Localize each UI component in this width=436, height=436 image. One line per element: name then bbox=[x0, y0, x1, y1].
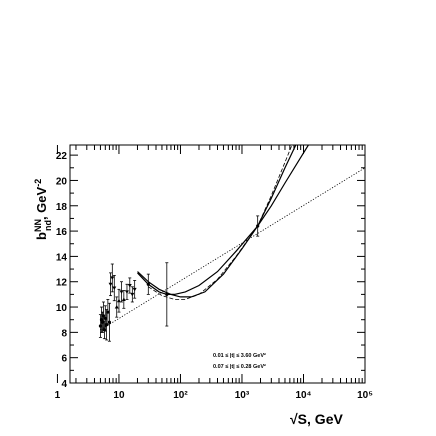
x-tick-label: 10⁵ bbox=[357, 390, 373, 401]
data-point bbox=[112, 286, 117, 291]
curve-solid-2 bbox=[137, 145, 297, 298]
curve-dashed-3 bbox=[148, 145, 293, 300]
data-point bbox=[256, 224, 260, 228]
y-tick-label: 20 bbox=[56, 176, 68, 187]
x-tick-label: 10² bbox=[173, 390, 188, 401]
legend: 0.01 ≤ |t| ≤ 3.60 GeV² 0.07 ≤ |t| ≤ 0.28… bbox=[213, 352, 266, 370]
y-tick-label: 16 bbox=[56, 227, 68, 238]
x-tick-label: 1 bbox=[55, 390, 61, 401]
y-axis-title: bNNnd, GeV-2 bbox=[33, 179, 53, 240]
data-point bbox=[121, 297, 126, 301]
data-point bbox=[103, 316, 107, 321]
data-point bbox=[132, 287, 137, 292]
data-point bbox=[108, 282, 113, 287]
data-point bbox=[101, 314, 106, 318]
plot-frame bbox=[69, 144, 366, 384]
y-tick-label: 6 bbox=[61, 354, 67, 365]
data-point bbox=[127, 284, 132, 288]
legend-entry-2: 0.07 ≤ |t| ≤ 0.28 GeV² bbox=[213, 363, 266, 370]
y-tick-label: 14 bbox=[56, 252, 68, 263]
axis-ticks-group: 4 6 8 10 12 14 16 18 20 22 1 10 10² 10³ 10⁴ 10⁵ bbox=[55, 145, 373, 401]
y-tick-label: 12 bbox=[56, 278, 68, 289]
data-point bbox=[165, 292, 169, 296]
x-tick-label: 10⁴ bbox=[295, 390, 311, 401]
y-tick-label: 4 bbox=[61, 379, 67, 390]
data-point bbox=[107, 320, 112, 324]
data-point bbox=[114, 305, 119, 309]
x-tick-label: 10³ bbox=[235, 390, 250, 401]
data-point bbox=[106, 310, 110, 314]
data-point bbox=[110, 276, 115, 280]
data-point bbox=[116, 298, 121, 303]
x-tick-label: 10 bbox=[113, 390, 125, 401]
data-point bbox=[119, 290, 124, 294]
x-axis-title: √S, GeV bbox=[290, 411, 343, 427]
y-tick-label: 10 bbox=[56, 303, 68, 314]
svg-text:bNNnd, GeV-2: bNNnd, GeV-2 bbox=[33, 179, 53, 240]
curve-solid-1 bbox=[137, 145, 309, 295]
y-tick-label: 18 bbox=[56, 202, 68, 213]
plot-frame-group bbox=[69, 144, 366, 384]
data-point bbox=[130, 292, 135, 297]
data-point bbox=[124, 290, 129, 294]
y-tick-label: 8 bbox=[61, 328, 67, 339]
legend-entry-1: 0.01 ≤ |t| ≤ 3.60 GeV² bbox=[213, 352, 266, 359]
data-point bbox=[146, 282, 150, 286]
data-points-group bbox=[98, 215, 260, 342]
curve-dotted-4 bbox=[100, 167, 365, 331]
curves-group bbox=[100, 145, 365, 331]
y-tick-label: 22 bbox=[56, 151, 68, 162]
